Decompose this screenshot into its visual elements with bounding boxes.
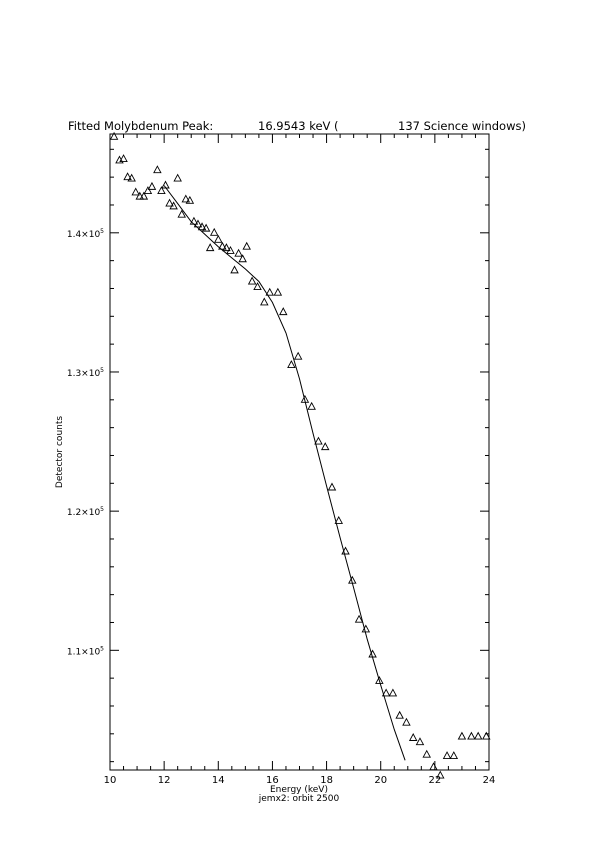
x-tick-label: 16 [266, 775, 279, 786]
data-point [348, 575, 357, 584]
data-point [185, 195, 195, 204]
data-point [230, 265, 239, 274]
data-point [218, 241, 227, 250]
data-point [222, 243, 231, 252]
data-point [189, 216, 199, 225]
data-point [253, 282, 262, 291]
data-point [181, 194, 191, 203]
chart-title-value: 16.9543 keV ( [258, 119, 339, 133]
data-point [368, 649, 377, 658]
data-point [209, 227, 219, 236]
y-axis-label: Detector counts [55, 416, 65, 488]
data-point [123, 172, 132, 181]
data-point [473, 731, 483, 740]
x-tick-label: 10 [104, 775, 117, 786]
data-point [127, 173, 136, 182]
data-point [214, 234, 223, 243]
data-point [234, 248, 243, 257]
x-tick-label: 22 [428, 775, 441, 786]
data-point [131, 187, 140, 196]
y-tick-label: 1.3×105 [67, 367, 104, 379]
data-point [341, 546, 350, 555]
data-point [482, 731, 491, 740]
data-point [408, 733, 418, 741]
data-point [139, 191, 149, 200]
data-point [457, 731, 467, 740]
data-point [361, 624, 371, 633]
data-point [197, 222, 207, 231]
data-point [205, 243, 215, 252]
data-point [429, 762, 438, 771]
data-point [226, 245, 235, 254]
x-tick-label: 18 [320, 775, 333, 786]
data-point [279, 307, 288, 316]
y-tick-label: 1.2×105 [67, 506, 104, 518]
data-point [109, 131, 119, 140]
data-point [327, 482, 337, 491]
chart-title-right: 137 Science windows) [398, 119, 526, 133]
data-point [173, 173, 182, 182]
chart-title-left: Fitted Molybdenum Peak: [68, 119, 213, 133]
data-point [147, 181, 157, 190]
data-point [201, 223, 211, 232]
data-point [381, 688, 391, 697]
data-point [193, 219, 203, 228]
data-point [442, 751, 452, 760]
data-point [242, 241, 251, 250]
data-point [314, 436, 323, 445]
y-tick-label: 1.4×105 [67, 228, 104, 240]
data-point [402, 717, 411, 726]
data-point [415, 737, 425, 746]
data-point [119, 154, 128, 163]
data-point [165, 198, 174, 207]
data-point [300, 394, 310, 403]
data-point [334, 515, 344, 524]
x-tick-label: 20 [374, 775, 387, 786]
x-axis: 10 12 14 16 18 20 22 24 [104, 134, 496, 786]
chart-subtitle: jemx2: orbit 2500 [258, 794, 340, 804]
data-point [177, 209, 186, 218]
data-point [422, 749, 431, 758]
data-point [449, 751, 459, 760]
data-point [287, 360, 296, 368]
fit-line [163, 185, 406, 761]
data-point [273, 287, 283, 296]
data-point [157, 186, 166, 195]
data-point [265, 287, 274, 296]
data-point [153, 165, 162, 174]
x-tick-label: 12 [158, 775, 171, 786]
x-axis-label: Energy (keV) [270, 785, 328, 795]
data-point [293, 351, 303, 360]
data-point [307, 401, 316, 410]
data-point [238, 254, 247, 263]
data-point [320, 442, 330, 451]
data-points [109, 131, 491, 779]
y-tick-label: 1.1×105 [67, 645, 104, 657]
plot-frame [109, 133, 490, 771]
data-point [467, 731, 476, 740]
data-point [436, 770, 445, 779]
data-point [161, 180, 170, 189]
data-point [260, 297, 269, 306]
fit-curve-group [163, 185, 406, 761]
data-point [169, 201, 178, 210]
data-point [135, 191, 145, 200]
data-point [375, 675, 384, 684]
x-tick-label: 14 [212, 775, 225, 786]
x-tick-label: 24 [483, 775, 496, 786]
data-point [388, 688, 398, 697]
y-axis: 1.1×105 1.2×105 1.3×105 1.4×105 [67, 148, 489, 763]
data-point [143, 186, 153, 195]
data-point [354, 614, 364, 623]
data-point [247, 276, 257, 285]
data-point [395, 710, 404, 719]
